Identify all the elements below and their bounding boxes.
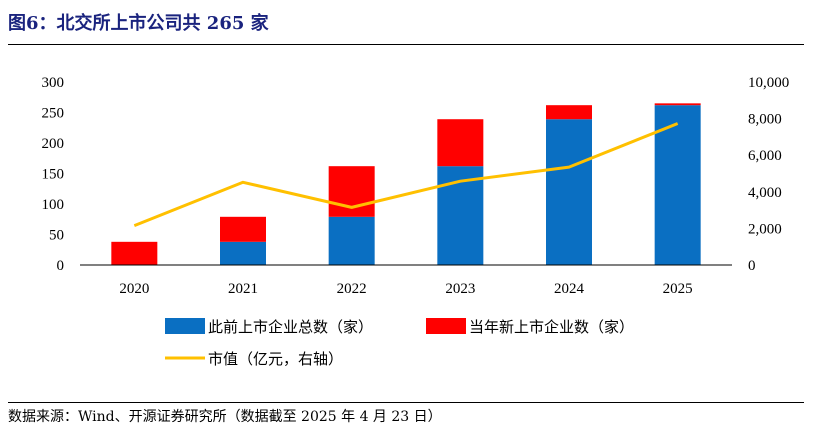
bar-prior-total [220, 241, 266, 265]
bar-prior-total [328, 216, 375, 265]
legend-label-market-cap: 市值（亿元，右轴） [208, 350, 343, 368]
x-tick-label: 2020 [119, 281, 149, 297]
y-left-tick-label: 50 [49, 228, 64, 244]
x-tick-label: 2022 [337, 281, 367, 297]
bar-prior-total [546, 119, 592, 266]
bar-new-listings [546, 105, 592, 120]
x-tick-label: 2025 [663, 281, 693, 297]
bar-new-listings [328, 166, 375, 217]
legend-label-prior-total: 此前上市企业总数（家） [208, 318, 373, 336]
figure-title: 图6：北交所上市公司共 265 家 [8, 13, 269, 34]
y-right-tick-label: 0 [748, 258, 756, 274]
y-right-tick-label: 4,000 [748, 185, 782, 201]
y-left-tick-label: 250 [42, 106, 65, 122]
title-rule [8, 44, 804, 45]
bar-prior-total [654, 105, 701, 266]
legend-swatch-new-listings [426, 318, 466, 334]
x-tick-label: 2021 [228, 281, 258, 297]
y-left-tick-label: 200 [42, 136, 65, 152]
legend-label-new-listings: 当年新上市企业数（家） [469, 318, 634, 336]
y-right-tick-label: 10,000 [748, 75, 789, 91]
legend-swatch-prior-total [165, 318, 205, 334]
bar-new-listings [437, 119, 484, 167]
x-tick-label: 2023 [445, 281, 475, 297]
y-left-tick-label: 150 [42, 167, 65, 183]
combo-chart: 0 50 100 150 200 250 300 0 2,000 4,000 6,000 8,000 1… [42, 75, 790, 368]
market-cap-line [133, 122, 679, 228]
source-rule [8, 402, 804, 403]
y-left-tick-label: 300 [42, 75, 65, 91]
y-right-tick-label: 2,000 [748, 221, 782, 237]
y-right-tick-label: 6,000 [748, 148, 782, 164]
bar-new-listings [654, 103, 701, 106]
y-left-tick-label: 100 [42, 197, 65, 213]
source-note: 数据来源：Wind、开源证券研究所（数据截至 2025 年 4 月 23 日） [8, 409, 442, 425]
x-tick-label: 2024 [554, 281, 585, 297]
y-right-tick-label: 8,000 [748, 112, 782, 128]
y-left-tick-label: 0 [57, 258, 65, 274]
bar-new-listings [220, 216, 266, 242]
bar-new-listings [111, 241, 158, 265]
